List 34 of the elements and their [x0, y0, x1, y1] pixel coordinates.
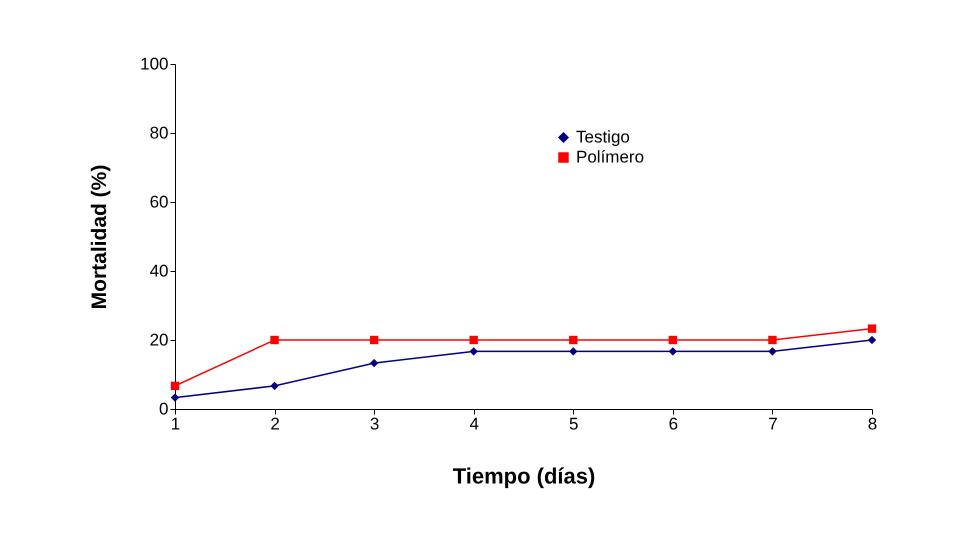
point	[170, 393, 180, 402]
point	[470, 336, 478, 344]
point	[170, 382, 180, 390]
x-tick-label: 5	[569, 414, 579, 434]
x-tick-label: 2	[270, 414, 280, 434]
y-tick-label: 20	[150, 330, 168, 350]
y-tick-label: 60	[150, 192, 168, 212]
legend-label: Polímero	[576, 148, 644, 166]
x-tick-label: 4	[469, 414, 479, 434]
legend-label: Testigo	[576, 128, 630, 146]
point	[270, 336, 279, 344]
point	[868, 324, 876, 333]
y-tick-label: 100	[140, 54, 168, 74]
x-tick-label: 1	[170, 414, 180, 434]
point	[569, 347, 578, 356]
x-tick-label: 6	[668, 414, 678, 434]
x-tick-label: 7	[768, 414, 778, 434]
point	[569, 336, 578, 344]
point	[668, 347, 678, 356]
y-axis-title: Mortalidad (%)	[88, 164, 112, 310]
y-tick-label: 0	[159, 400, 168, 418]
point	[768, 336, 777, 344]
point	[470, 347, 478, 356]
point	[270, 382, 279, 390]
point	[868, 336, 876, 344]
point	[370, 336, 378, 344]
x-axis-title: Tiempo (días)	[452, 464, 596, 488]
x-tick-label: 3	[370, 414, 380, 434]
x-tick-label: 8	[868, 414, 878, 434]
y-tick-label: 40	[150, 262, 168, 280]
point	[370, 358, 378, 368]
point	[668, 336, 678, 344]
y-tick-label: 80	[150, 124, 168, 142]
point	[768, 347, 777, 356]
